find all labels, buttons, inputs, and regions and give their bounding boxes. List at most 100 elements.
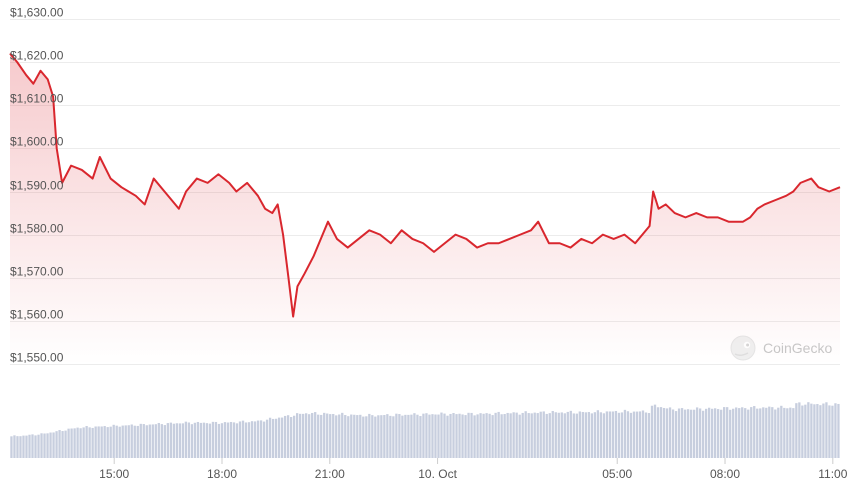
volume-bar [308,414,311,458]
volume-bar [807,402,810,458]
volume-bar [187,422,191,458]
volume-bar [109,426,112,458]
volume-bar [446,415,449,458]
volume-bar [647,413,651,458]
volume-bar [710,408,714,458]
volume-bar [596,410,600,458]
volume-bar [61,431,64,458]
volume-bar [443,413,446,458]
volume-bar [55,431,58,458]
volume-bar [329,414,332,458]
volume-bar [365,416,368,458]
volume-bar [22,435,25,458]
volume-bar [58,430,61,458]
volume-bar [572,413,575,458]
volume-bar [274,418,278,458]
volume-bar [401,415,404,458]
volume-bar [668,407,672,458]
x-tick-label: 15:00 [99,467,129,481]
volume-bar [211,421,215,458]
volume-bar [732,408,735,458]
volume-bar [305,413,308,458]
volume-bar [208,423,212,458]
volume-bar [500,414,503,458]
volume-bar [232,422,236,458]
volume-bar [545,413,548,458]
x-tick-label: 11:00 [818,467,847,481]
volume-bar [792,408,795,458]
volume-bar [837,403,840,458]
volume-bar [524,411,527,458]
volume-bar [214,421,218,458]
volume-bar [602,413,606,458]
price-area-fill [10,53,840,365]
volume-bar [659,407,663,458]
x-tick-label: 08:00 [710,467,740,481]
volume-bar [461,414,464,458]
volume-bar [590,413,593,458]
volume-bar [599,412,603,458]
volume-bar [476,414,479,458]
volume-bar [235,423,239,458]
coingecko-watermark: CoinGecko [730,335,832,361]
volume-bar [608,411,612,458]
volume-bar [789,407,792,458]
volume-bar [539,411,542,458]
volume-bar [650,405,654,458]
volume-bar [831,405,834,458]
volume-bar [795,403,798,458]
volume-bar [13,435,16,458]
volume-bar [720,409,723,458]
volume-bar [819,405,822,458]
volume-bar [247,422,251,458]
volume-bar [43,433,46,458]
volume-bar [34,435,37,458]
volume-bar [434,414,437,458]
volume-bar [488,413,491,458]
volume-bar [256,420,260,458]
volume-bar [244,422,248,458]
volume-bar [726,407,729,458]
volume-bar [100,426,103,458]
volume-bar [527,413,530,458]
volume-bar [292,415,296,458]
volume-bar [371,415,374,458]
volume-bar [452,413,455,458]
volume-bar [587,412,590,458]
volume-bar [638,411,642,458]
volume-bar [774,409,777,458]
volume-bar [79,428,82,458]
price-series-line [9,52,841,318]
volume-bar [115,425,118,458]
volume-bar [783,407,786,458]
volume-bar [509,413,512,458]
volume-bar [356,415,359,458]
volume-bar [707,407,711,458]
volume-bar [428,414,431,458]
volume-bar [753,406,756,458]
volume-bar [241,420,245,458]
volume-bar [64,430,67,458]
volume-bar [804,404,807,458]
volume-bar [28,434,31,458]
volume-bar [395,413,398,458]
volume-bar [280,417,284,458]
volume-bar [566,411,569,458]
volume-bar [581,411,584,458]
volume-bar [97,426,100,458]
volume-bar [683,409,687,458]
volume-bar [389,415,392,458]
volume-bar [124,425,127,458]
volume-bar [626,411,630,458]
volume-bar [825,402,828,458]
x-tick-label: 21:00 [315,467,345,481]
volume-bar [184,421,188,458]
volume-bar [271,418,275,458]
volume-bar [70,428,73,458]
y-tick-label: $1,630.00 [10,6,64,20]
volume-bar [88,427,91,458]
volume-bar [386,414,389,458]
volume-bar [145,425,148,458]
volume-bar [130,424,133,458]
